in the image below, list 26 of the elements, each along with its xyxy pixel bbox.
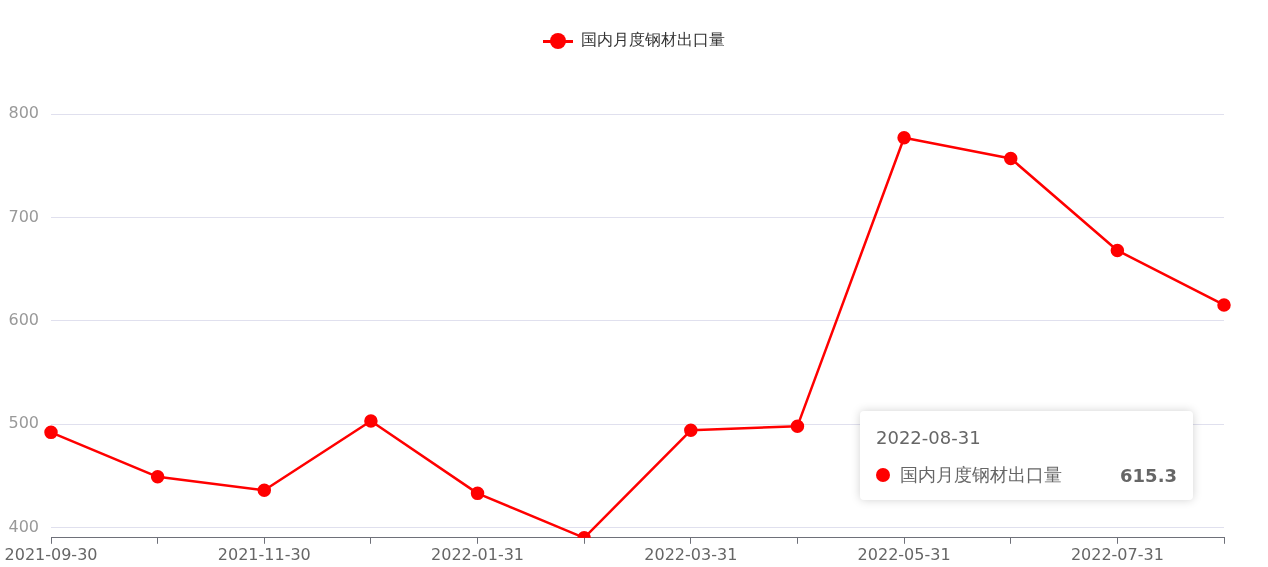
y-tick-label: 400 (8, 516, 39, 536)
x-tick-label: 2022-07-31 (1070, 544, 1164, 564)
annotation: 2022-08-31 (876, 427, 981, 448)
point (1217, 298, 1231, 312)
y-tick-label: 800 (8, 103, 39, 123)
point (470, 486, 485, 501)
y-tick-label: 600 (8, 309, 39, 329)
point (257, 483, 272, 497)
point (44, 425, 58, 440)
y-tick-label: 700 (8, 206, 39, 226)
point (1110, 243, 1125, 258)
x-tick-label: 2022-05-31 (857, 544, 951, 564)
legend-label: 国内月度钢材出口量 (581, 30, 725, 51)
tooltip-card: 2022-08-31 国内月度钢材出口量 615.3 (860, 411, 1193, 500)
point (150, 470, 165, 484)
x-tick-label: 2022-03-31 (644, 544, 738, 564)
point (897, 131, 911, 145)
y-tick-label: 500 (8, 413, 39, 433)
point (1003, 151, 1018, 166)
annotation: 615.3 (1120, 464, 1177, 486)
x-tick-label: 2021-09-30 (4, 544, 98, 564)
point (684, 423, 698, 438)
x-tick-label: 2022-01-31 (431, 544, 525, 564)
x-tick-label: 2021-11-30 (217, 544, 311, 564)
point (364, 414, 378, 428)
point (790, 419, 805, 433)
